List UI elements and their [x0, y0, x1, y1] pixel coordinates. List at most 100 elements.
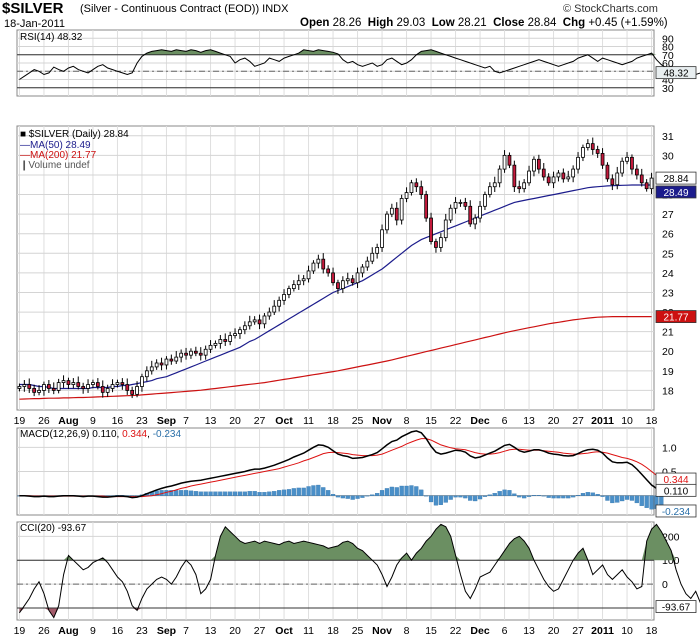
candle-body: [262, 315, 267, 325]
cci-xlabel-17: 15: [425, 625, 437, 637]
price-xlabel-4: 16: [112, 415, 124, 427]
candle-body: [135, 386, 139, 395]
candle-body: [247, 321, 252, 327]
low-label: Low: [431, 17, 455, 29]
candle-body: [154, 362, 159, 368]
price-tick-19: 19: [662, 366, 674, 378]
price-legend-2: ❙Volume undef: [20, 160, 90, 171]
candle-body: [110, 384, 115, 389]
chart-date: 18-Jan-2011: [4, 18, 65, 30]
ma50-last-value: 28.49: [663, 188, 688, 199]
macd-last-box: [655, 483, 697, 497]
price-xlabel-5: 23: [136, 415, 148, 427]
cci-xlabel-9: 20: [229, 625, 241, 637]
open-value: 28.26: [332, 17, 362, 29]
ma200-line: [19, 316, 652, 400]
candle-body: [620, 160, 625, 174]
macd-histogram-bar: [183, 490, 189, 496]
candle-body: [571, 168, 576, 178]
price-legend-0: —MA(50) 28.49: [20, 140, 91, 151]
macd-histogram-bar: [526, 495, 532, 497]
candle-body: [483, 194, 487, 207]
candle-body: [213, 343, 218, 346]
macd-histogram-bar: [262, 492, 267, 496]
cci-xlabel-3: 9: [90, 625, 96, 637]
candle-body: [615, 172, 620, 186]
macd-histogram-bar: [428, 495, 434, 503]
candle-body: [291, 284, 296, 289]
macd-histogram-bar: [477, 495, 483, 500]
macd-histogram-bar: [154, 490, 159, 496]
rsi-tick-60: 60: [662, 58, 674, 70]
cci-xlabel-26: 18: [646, 625, 658, 637]
rsi-overbought-fill: [19, 49, 700, 55]
candle-body: [409, 182, 414, 193]
cci-tick-0: 0: [662, 579, 668, 591]
candle-body: [492, 182, 497, 188]
macd-histogram-bar: [458, 495, 463, 498]
price-xlabel-15: Nov: [372, 415, 392, 427]
chg-label: Chg: [562, 17, 586, 29]
macd-histogram-bar: [188, 490, 194, 496]
candle-body: [149, 366, 154, 372]
candle-body: [380, 229, 384, 248]
cci-xlabel-18: 22: [450, 625, 462, 637]
macd-histogram-bar: [448, 495, 453, 500]
price-xlabel-14: 25: [352, 415, 364, 427]
price-tick-26: 26: [662, 229, 674, 241]
price-title: ■ $SILVER (Daily) 28.84: [20, 129, 129, 140]
candle-body: [159, 362, 164, 366]
candle-body: [365, 260, 370, 268]
candle-body: [233, 333, 237, 336]
price-xlabel-18: 22: [450, 415, 462, 427]
macd-histogram-bar: [517, 495, 522, 498]
macd-histogram-bar: [237, 491, 243, 496]
candle-body: [389, 207, 394, 215]
macd-histogram-bar: [394, 487, 399, 496]
cci-xlabel-7: 7: [183, 625, 189, 637]
macd-signal-value: 0.344: [122, 429, 147, 440]
macd-histogram-bar: [291, 488, 296, 496]
candle-body: [277, 299, 282, 307]
candle-body: [370, 252, 375, 262]
macd-histogram-bar: [433, 495, 439, 506]
candle-body: [522, 182, 527, 190]
candle-body: [448, 207, 453, 221]
candle-body: [453, 201, 458, 209]
candle-body: [130, 390, 135, 395]
macd-histogram-bar: [375, 493, 380, 496]
macd-histogram-bar: [247, 491, 252, 496]
macd-histogram-bar: [634, 495, 639, 504]
candle-body: [22, 384, 27, 387]
candle-body: [424, 194, 429, 219]
description-text: (Silver - Continuous Contract (EOD)): [80, 3, 260, 15]
price-tick-27: 27: [662, 209, 674, 221]
cci-panel: [16, 521, 655, 621]
candle-body: [311, 262, 316, 272]
macd-histogram-bar: [443, 495, 448, 503]
rsi-tick-90: 90: [662, 33, 674, 45]
candle-body: [208, 344, 213, 350]
exchange-text: INDX: [262, 3, 289, 15]
price-tick-31: 31: [662, 131, 674, 143]
candle-body: [242, 325, 247, 331]
macd-histogram-bar: [649, 495, 654, 510]
ma200-last-value-box: [655, 310, 697, 323]
candle-body: [282, 294, 286, 301]
candle-body: [551, 176, 556, 184]
candle-body: [238, 329, 242, 335]
candle-body: [478, 205, 482, 219]
candle-body: [581, 147, 585, 158]
price-xlabel-2: Aug: [58, 415, 78, 427]
ma50-last-value-box: [655, 185, 697, 199]
macd-histogram-bar: [610, 495, 615, 504]
macd-histogram-bar: [350, 495, 355, 500]
price-xlabel-17: 15: [425, 415, 437, 427]
price-tick-24: 24: [662, 268, 674, 280]
macd-histogram-bar: [575, 495, 581, 496]
macd-histogram-bar: [257, 492, 262, 496]
macd-histogram-bar: [228, 491, 233, 496]
macd-histogram-bar: [330, 494, 336, 496]
macd-histogram-bar: [624, 495, 630, 500]
macd-histogram-bar: [531, 495, 537, 496]
